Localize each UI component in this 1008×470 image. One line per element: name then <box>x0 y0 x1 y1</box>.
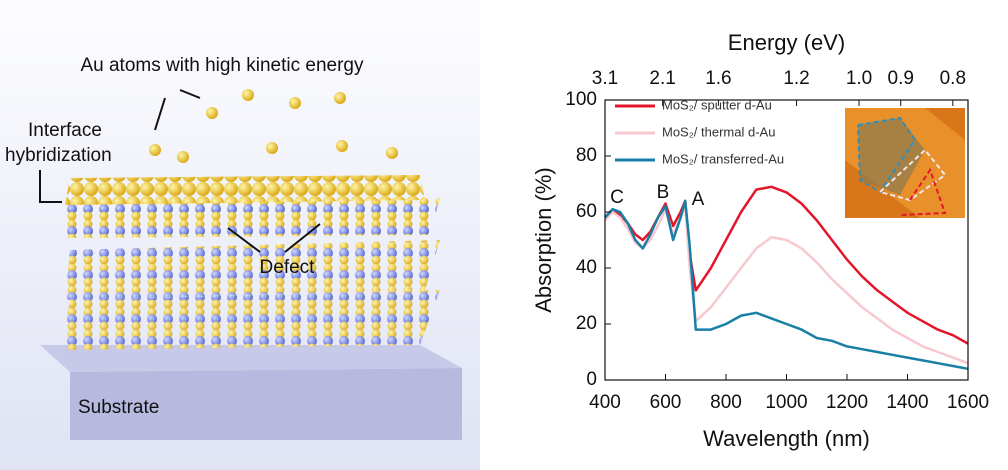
x2-tick-label: 1.0 <box>846 68 872 89</box>
legend-label: MoS₂/ thermal d-Au <box>662 124 775 139</box>
x-tick-label: 1600 <box>947 392 989 413</box>
interface-label: Interface <box>28 120 102 141</box>
series-line <box>604 205 969 365</box>
mos2-layer <box>65 198 440 238</box>
plot <box>604 185 969 371</box>
x-tick-label: 1000 <box>765 392 807 413</box>
x2-tick-label: 2.1 <box>649 68 675 89</box>
y-tick-label: 20 <box>576 313 597 334</box>
x-tick-label: 1200 <box>826 392 868 413</box>
y-tick-label: 40 <box>576 257 597 278</box>
peak-label: A <box>692 189 705 210</box>
x2-tick-label: 1.6 <box>705 68 731 89</box>
y-tick-label: 0 <box>586 369 597 390</box>
y-tick-label: 60 <box>576 201 597 222</box>
x2-tick-label: 0.8 <box>940 68 966 89</box>
series-line <box>604 199 969 371</box>
peak-label: B <box>657 182 670 203</box>
x-tick-label: 1400 <box>886 392 928 413</box>
legend-label: MoS₂/ sputter d-Au <box>662 97 772 112</box>
x2-tick-label: 0.9 <box>888 68 914 89</box>
legend-label: MoS₂/ transferred-Au <box>662 151 784 166</box>
inset-photo <box>845 108 965 218</box>
series-line <box>604 185 969 345</box>
x-tick-label: 400 <box>589 392 621 413</box>
x-axis-title: Wavelength (nm) <box>703 426 870 451</box>
substrate-label: Substrate <box>78 397 159 418</box>
atoms-label: Au atoms with high kinetic energy <box>80 55 364 76</box>
arrows <box>39 89 321 253</box>
interface-label: hybridization <box>5 145 112 166</box>
y-tick-label: 80 <box>576 145 597 166</box>
x-tick-label: 800 <box>710 392 742 413</box>
substrate-side <box>70 368 462 440</box>
defect-label: Defect <box>260 257 316 278</box>
x2-axis-title: Energy (eV) <box>728 30 845 55</box>
x-tick-label: 600 <box>650 392 682 413</box>
x2-tick-label: 1.2 <box>783 68 809 89</box>
mos2-layer <box>65 240 440 300</box>
mos2-layer <box>60 290 440 350</box>
peak-label: C <box>610 187 624 208</box>
gold-layer <box>65 175 425 205</box>
substrate-top <box>40 345 462 372</box>
y-tick-label: 100 <box>565 89 597 110</box>
schematic: Au atoms with high kinetic energy Interf… <box>0 0 480 470</box>
au-atoms <box>149 89 398 163</box>
x2-tick-label: 3.1 <box>592 68 618 89</box>
y-axis-title: Absorption (%) <box>531 167 556 313</box>
